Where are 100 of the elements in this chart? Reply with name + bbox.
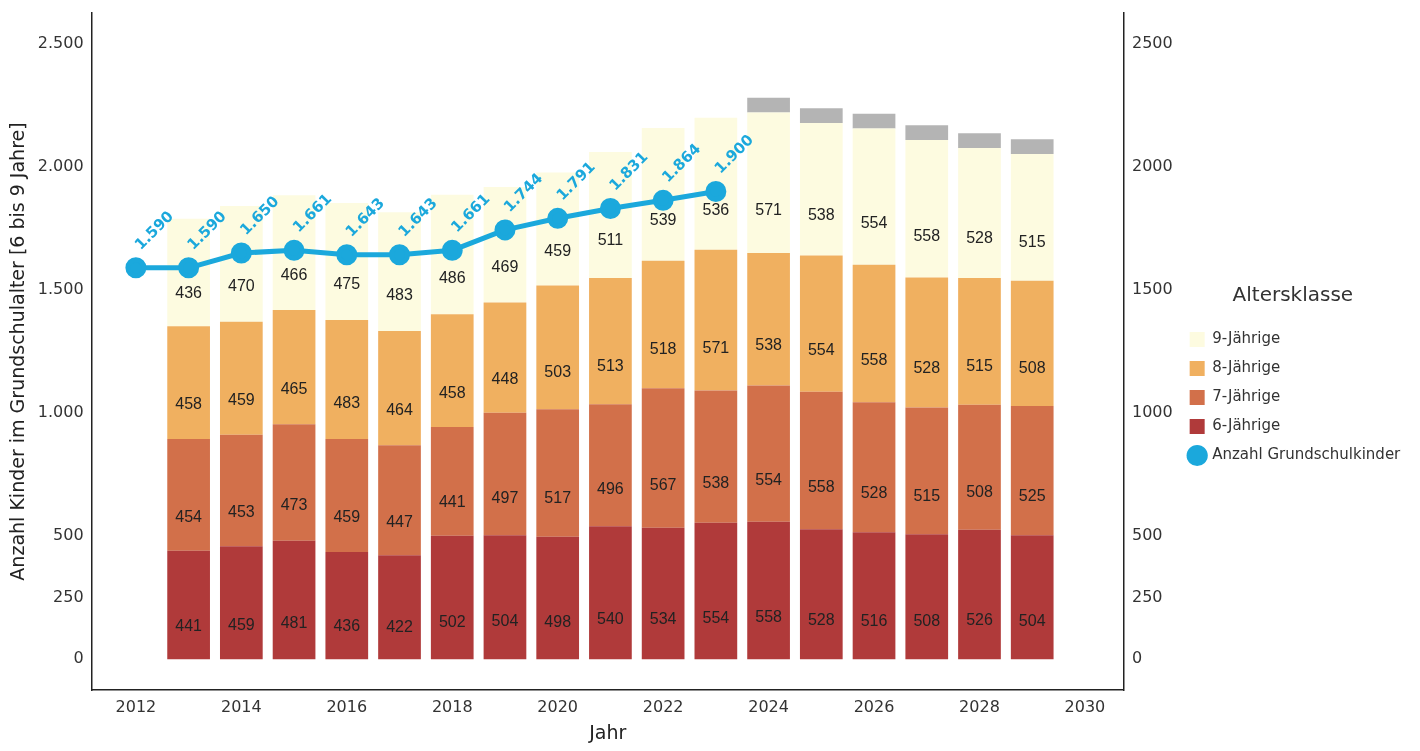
bar bbox=[905, 407, 949, 535]
data-label: 513 bbox=[597, 356, 624, 374]
data-label: 436 bbox=[175, 284, 203, 302]
x-tick-label: 2022 bbox=[642, 696, 684, 716]
bar bbox=[483, 412, 527, 536]
legend-label: Anzahl Grundschulkinder bbox=[1212, 445, 1402, 464]
x-tick-label: 2030 bbox=[1064, 696, 1106, 716]
bar bbox=[747, 385, 790, 522]
data-label: 503 bbox=[544, 362, 572, 380]
bar bbox=[1010, 154, 1054, 281]
data-label: 515 bbox=[913, 486, 941, 504]
bar bbox=[272, 540, 316, 660]
bar bbox=[852, 532, 896, 660]
bar bbox=[167, 326, 210, 439]
data-label: 496 bbox=[597, 480, 624, 498]
bar bbox=[430, 535, 474, 660]
data-label: 453 bbox=[227, 503, 255, 521]
bar bbox=[167, 438, 210, 551]
x-tick-label: 2012 bbox=[115, 696, 157, 716]
y-axis-title: Anzahl Kinder im Grundschulalter [6 bis 9 Jahre] bbox=[6, 122, 29, 581]
data-label: 441 bbox=[438, 493, 466, 511]
y2-tick-label: 500 bbox=[1131, 525, 1163, 545]
data-label: 441 bbox=[175, 617, 203, 635]
data-label: 465 bbox=[280, 380, 308, 398]
data-label: 454 bbox=[175, 507, 203, 525]
bar bbox=[905, 140, 949, 278]
data-label: 511 bbox=[597, 230, 624, 248]
bar bbox=[1010, 405, 1054, 536]
data-label: 558 bbox=[860, 351, 888, 369]
bar bbox=[799, 529, 843, 660]
data-label: 504 bbox=[491, 612, 519, 630]
data-label: 571 bbox=[702, 338, 730, 356]
x-tick-label: 2024 bbox=[748, 696, 789, 716]
data-label: 483 bbox=[386, 285, 413, 303]
data-label: 558 bbox=[913, 226, 941, 244]
legend-label: 8-Jährige bbox=[1212, 358, 1281, 377]
bar bbox=[958, 133, 1001, 148]
x-tick-label: 2028 bbox=[959, 696, 1000, 716]
data-label: 538 bbox=[702, 473, 730, 491]
bar bbox=[1010, 139, 1054, 155]
bar bbox=[852, 402, 896, 533]
legend-title: Altersklasse bbox=[1232, 282, 1354, 307]
bar bbox=[694, 522, 738, 660]
bar bbox=[1010, 535, 1054, 660]
data-label: 517 bbox=[544, 488, 572, 506]
x-tick-label: 2016 bbox=[326, 696, 368, 716]
bar bbox=[219, 321, 263, 435]
data-label: 536 bbox=[702, 200, 730, 218]
data-label: 475 bbox=[333, 275, 361, 293]
bar bbox=[272, 309, 316, 425]
bar bbox=[799, 108, 843, 124]
data-label: 515 bbox=[966, 357, 993, 375]
data-label: 538 bbox=[755, 336, 783, 354]
data-label: 539 bbox=[649, 211, 677, 229]
y-tick-label: 500 bbox=[53, 525, 84, 545]
bar bbox=[799, 391, 843, 530]
data-label: 502 bbox=[438, 612, 466, 630]
data-label: 470 bbox=[227, 277, 255, 295]
data-label: 447 bbox=[386, 512, 413, 530]
data-label: 554 bbox=[755, 471, 783, 489]
bar bbox=[589, 277, 632, 405]
y-tick-label: 0 bbox=[73, 648, 84, 668]
data-label: 448 bbox=[491, 370, 519, 388]
y-tick-label: 1.500 bbox=[37, 279, 84, 299]
x-axis-title: Jahr bbox=[588, 720, 627, 743]
x-tick-label: 2014 bbox=[220, 696, 262, 716]
data-label: 508 bbox=[913, 612, 941, 630]
legend-label: 6-Jährige bbox=[1212, 416, 1281, 435]
x-tick-label: 2018 bbox=[431, 696, 473, 716]
data-label: 459 bbox=[227, 615, 255, 633]
bar bbox=[905, 277, 949, 408]
data-label: 486 bbox=[438, 268, 466, 286]
bar bbox=[905, 534, 949, 660]
bar bbox=[536, 409, 580, 537]
y-tick-label: 250 bbox=[53, 586, 84, 606]
data-label: 526 bbox=[966, 610, 993, 628]
legend-label: 9-Jährige bbox=[1212, 329, 1281, 348]
data-label: 481 bbox=[280, 614, 308, 632]
bar bbox=[958, 277, 1001, 405]
bar bbox=[272, 424, 316, 541]
y2-tick-label: 250 bbox=[1131, 586, 1163, 606]
x-tick-label: 2020 bbox=[537, 696, 579, 716]
bar bbox=[694, 390, 738, 523]
bar bbox=[1010, 280, 1054, 406]
bar bbox=[219, 434, 263, 547]
data-label: 528 bbox=[966, 229, 993, 247]
data-label: 528 bbox=[913, 358, 941, 376]
data-label: 473 bbox=[280, 496, 308, 514]
data-label: 508 bbox=[966, 482, 993, 500]
bar bbox=[641, 388, 685, 528]
bar bbox=[799, 123, 843, 256]
bar bbox=[641, 527, 685, 660]
bar bbox=[536, 536, 580, 660]
bar bbox=[958, 529, 1001, 660]
bar bbox=[589, 404, 632, 527]
bar bbox=[536, 285, 580, 410]
data-label: 497 bbox=[491, 488, 519, 506]
bar bbox=[325, 319, 369, 439]
y2-tick-label: 1500 bbox=[1131, 279, 1173, 299]
bar bbox=[799, 255, 843, 392]
